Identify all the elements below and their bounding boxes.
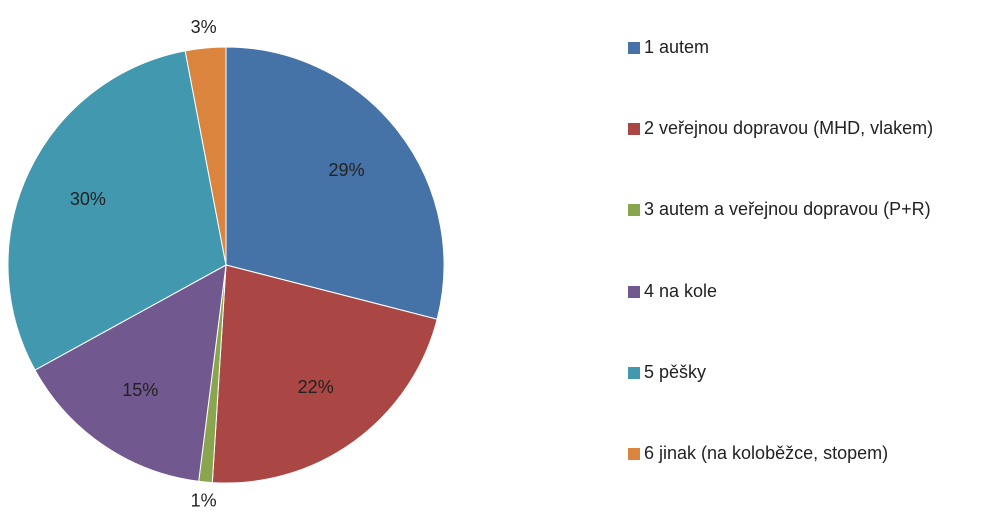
data-label: 15% bbox=[122, 380, 158, 400]
legend-item: 2 veřejnou dopravou (MHD, vlakem) bbox=[628, 115, 944, 142]
legend-item: 4 na kole bbox=[628, 278, 944, 305]
data-label: 1% bbox=[191, 491, 217, 511]
pie-slice bbox=[7, 50, 227, 371]
legend-item: 6 jinak (na koloběžce, stopem) bbox=[628, 440, 944, 467]
legend-item: 3 autem a veřejnou dopravou (P+R) bbox=[628, 196, 944, 223]
legend-label: 5 pěšky bbox=[644, 361, 707, 382]
legend-swatch bbox=[628, 204, 640, 217]
legend-label: 4 na kole bbox=[644, 280, 718, 301]
data-label: 30% bbox=[70, 189, 106, 209]
legend-label: 1 autem bbox=[644, 37, 710, 57]
legend-item: 5 pěšky bbox=[628, 359, 944, 386]
data-label: 29% bbox=[329, 160, 365, 180]
legend-swatch bbox=[628, 448, 640, 460]
legend-swatch bbox=[628, 366, 640, 379]
legend-swatch bbox=[628, 285, 640, 298]
pie-slice bbox=[34, 264, 227, 482]
data-label: 22% bbox=[298, 377, 334, 397]
legend-item: 1 autem bbox=[628, 34, 944, 61]
legend-label: 6 jinak (na koloběžce, stopem) bbox=[644, 443, 889, 463]
pie-slice bbox=[211, 264, 438, 484]
pie-slice bbox=[225, 46, 445, 320]
legend-swatch bbox=[628, 123, 640, 136]
legend-label: 3 autem a veřejnou dopravou (P+R) bbox=[644, 199, 931, 220]
pie-slice bbox=[184, 46, 227, 266]
legend-swatch bbox=[628, 42, 640, 54]
data-label: 3% bbox=[191, 17, 217, 37]
legend-label: 2 veřejnou dopravou (MHD, vlakem) bbox=[644, 118, 934, 139]
